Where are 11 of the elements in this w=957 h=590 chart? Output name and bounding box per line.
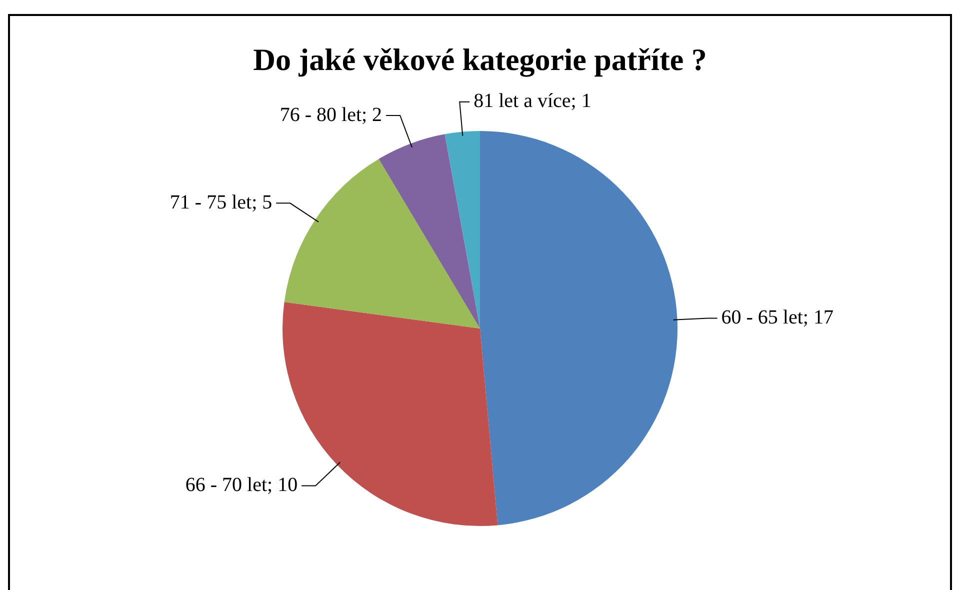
data-label: ; 2 bbox=[362, 104, 382, 126]
chart-title: Do jaké věkové kategorie patříte ? bbox=[253, 42, 707, 78]
data-label: ; 1 bbox=[570, 90, 592, 112]
data-label: ; 17 bbox=[802, 306, 834, 329]
slice-label: 60 - 65 let bbox=[721, 306, 804, 329]
slice-label: 76 - 80 let bbox=[280, 104, 362, 126]
slice-label: 66 - 70 let bbox=[185, 474, 268, 496]
slice-label: 81 let a více bbox=[474, 90, 571, 112]
slice-label: 71 - 75 let bbox=[170, 191, 252, 214]
data-label: ; 5 bbox=[252, 191, 272, 214]
data-label: ; 10 bbox=[267, 474, 298, 496]
